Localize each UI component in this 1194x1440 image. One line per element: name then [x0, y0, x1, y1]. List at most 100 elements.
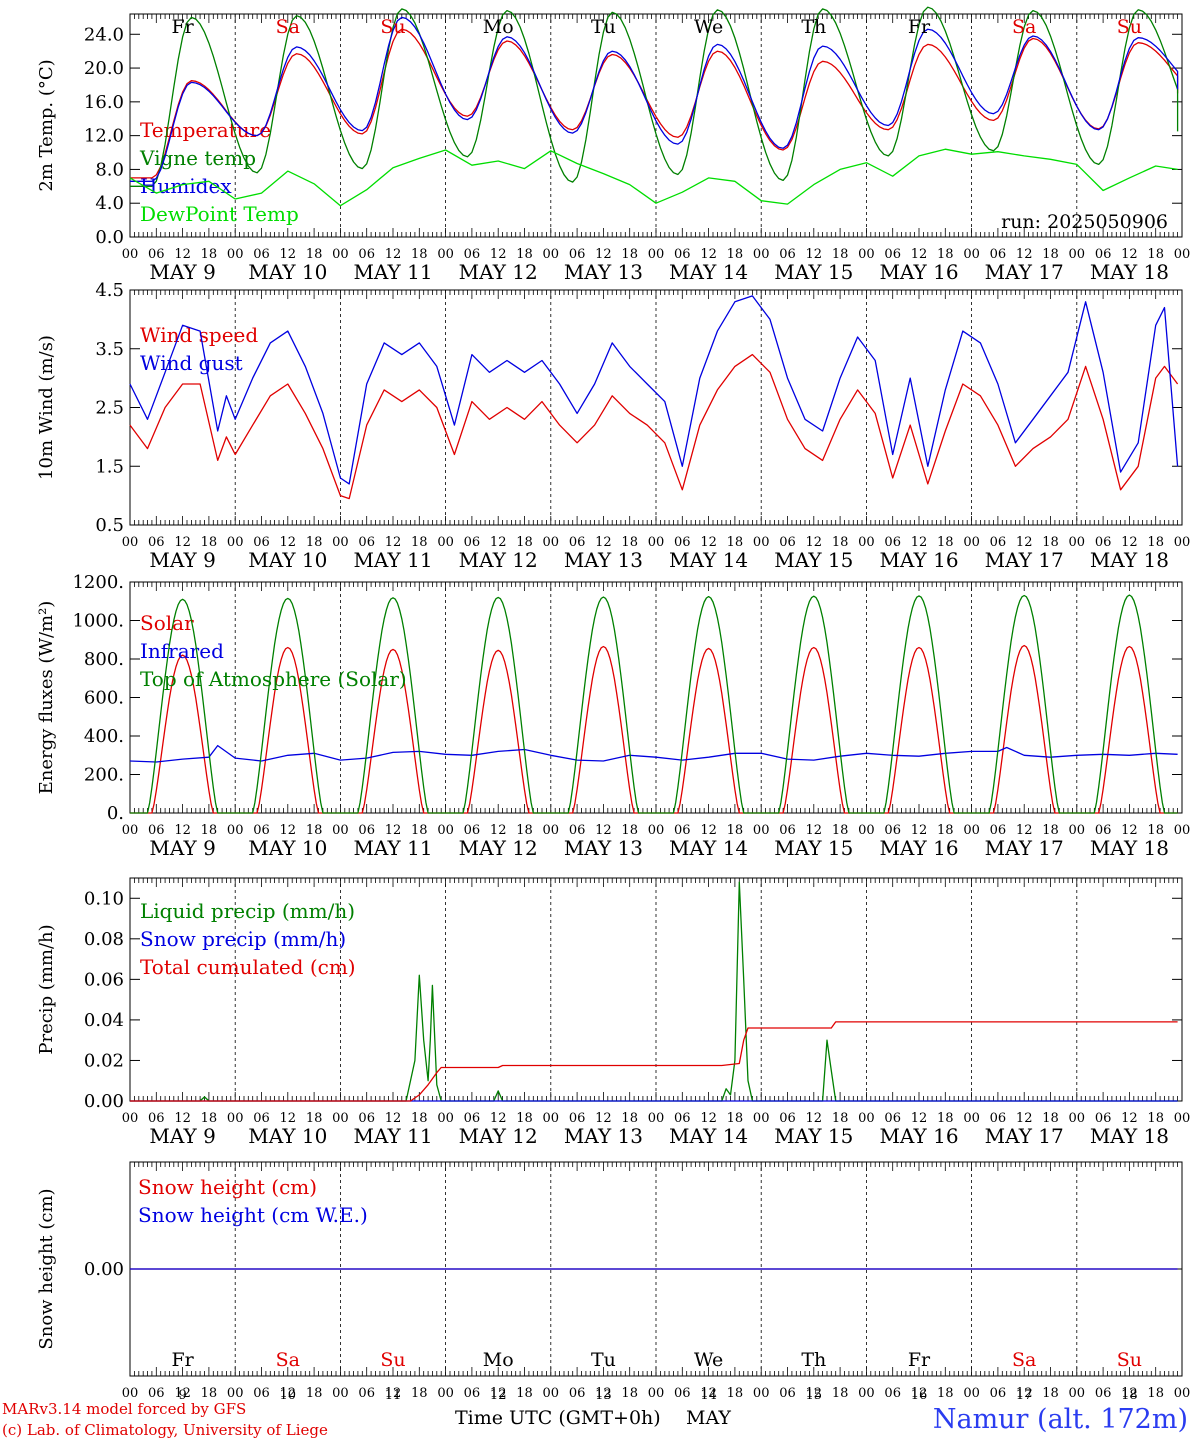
legend-entry: Wind gust — [140, 351, 243, 375]
y-tick-label: 400. — [84, 726, 124, 747]
hour-tick-label: 12 — [911, 1111, 928, 1126]
hour-tick-label: 06 — [1095, 535, 1112, 550]
hour-tick-label: 06 — [884, 247, 901, 262]
legend-entry: Solar — [140, 611, 194, 635]
hour-tick-label: 00 — [753, 823, 770, 838]
day-number-label: 13 — [595, 1388, 612, 1403]
date-label: MAY 9 — [149, 260, 215, 284]
y-tick-label: 0.08 — [84, 929, 124, 950]
hour-tick-label: 18 — [306, 1386, 323, 1401]
hour-tick-label: 00 — [1174, 247, 1191, 262]
hour-tick-label: 12 — [911, 535, 928, 550]
legend-entry: Top of Atmosphere (Solar) — [140, 667, 407, 691]
date-label: MAY 12 — [459, 260, 538, 284]
y-tick-label: 2.5 — [95, 398, 124, 419]
hour-tick-label: 06 — [1095, 247, 1112, 262]
y-tick-label: 1.5 — [95, 456, 124, 477]
hour-tick-label: 00 — [648, 1111, 665, 1126]
hour-tick-label: 06 — [148, 1111, 165, 1126]
hour-tick-label: 00 — [858, 1386, 875, 1401]
weekday-label: Th — [801, 1349, 826, 1371]
y-axis-label: Snow height (cm) — [36, 1188, 57, 1349]
time-ticks — [129, 1162, 1183, 1376]
hour-tick-label: 00 — [858, 535, 875, 550]
hour-tick-label: 18 — [201, 247, 218, 262]
date-label: MAY 14 — [669, 260, 748, 284]
x-axis-title: Time UTC (GMT+0h) — [455, 1407, 661, 1429]
series-line — [130, 594, 1178, 814]
hour-tick-label: 12 — [1121, 1111, 1138, 1126]
hour-tick-label: 00 — [753, 247, 770, 262]
date-label: MAY 17 — [985, 836, 1064, 860]
hour-tick-label: 18 — [306, 535, 323, 550]
hour-tick-label: 18 — [411, 1386, 428, 1401]
hour-tick-label: 00 — [1174, 1111, 1191, 1126]
date-label: MAY 13 — [564, 836, 643, 860]
day-number-label: 9 — [178, 1388, 186, 1403]
hour-tick-label: 18 — [516, 1111, 533, 1126]
hour-tick-label: 18 — [937, 247, 954, 262]
hour-tick-label: 00 — [858, 1111, 875, 1126]
hour-tick-label: 18 — [516, 535, 533, 550]
y-tick-label: 1200. — [72, 572, 124, 593]
series-line — [130, 16, 1179, 182]
legend-entry: Wind speed — [140, 323, 258, 347]
weekday-label: Su — [380, 1349, 405, 1371]
hour-tick-label: 06 — [884, 823, 901, 838]
hour-tick-label: 06 — [674, 823, 691, 838]
hour-tick-label: 12 — [700, 535, 717, 550]
y-tick-label: 8.0 — [95, 159, 124, 180]
y-axis-label: Energy fluxes (W/m²) — [36, 601, 57, 795]
date-label: MAY 10 — [248, 836, 327, 860]
hour-tick-label: 18 — [727, 247, 744, 262]
hour-tick-label: 06 — [464, 1386, 481, 1401]
hour-tick-label: 00 — [437, 1386, 454, 1401]
hour-tick-label: 12 — [1121, 823, 1138, 838]
hour-tick-label: 00 — [332, 1111, 349, 1126]
hour-tick-label: 18 — [1147, 823, 1164, 838]
hour-tick-label: 18 — [1042, 247, 1059, 262]
wind-panel: 0.5 1.5 2.5 3.5 4.5 10m Wind (m/s) Wind speed W… — [36, 280, 1190, 572]
date-label: MAY 16 — [879, 548, 958, 572]
hour-tick-label: 00 — [437, 535, 454, 550]
hour-tick-label: 06 — [464, 823, 481, 838]
date-label: MAY 10 — [248, 260, 327, 284]
date-label: MAY 16 — [879, 836, 958, 860]
hour-tick-label: 12 — [1016, 1111, 1033, 1126]
hour-tick-label: 18 — [306, 247, 323, 262]
hour-tick-label: 00 — [1069, 1111, 1086, 1126]
y-tick-label: 4.0 — [95, 193, 124, 214]
hour-tick-label: 00 — [122, 1111, 139, 1126]
date-label: MAY 12 — [459, 836, 538, 860]
weekday-label: Fr — [171, 1349, 194, 1371]
hour-tick-label: 06 — [358, 1386, 375, 1401]
hour-tick-label: 06 — [464, 1111, 481, 1126]
hour-tick-label: 06 — [464, 535, 481, 550]
date-label: MAY 13 — [564, 1124, 643, 1148]
hour-tick-label: 18 — [832, 1386, 849, 1401]
date-label: MAY 16 — [879, 1124, 958, 1148]
hour-tick-label: 06 — [884, 1386, 901, 1401]
hour-tick-label: 18 — [832, 247, 849, 262]
legend-entry: Temperature — [140, 118, 271, 142]
hour-tick-label: 06 — [990, 1386, 1007, 1401]
date-label: MAY 16 — [879, 260, 958, 284]
hour-tick-label: 00 — [1069, 1386, 1086, 1401]
hour-tick-label: 12 — [1121, 1386, 1138, 1401]
y-tick-label: 12.0 — [84, 126, 124, 147]
series-line — [129, 353, 1179, 500]
y-tick-label: 24.0 — [84, 24, 124, 45]
hour-tick-label: 18 — [1042, 1111, 1059, 1126]
hour-tick-label: 06 — [674, 1111, 691, 1126]
time-ticks — [129, 290, 1183, 525]
legend-entry: Humidex — [140, 174, 232, 198]
date-label: MAY 9 — [149, 836, 215, 860]
hour-tick-label: 00 — [227, 1386, 244, 1401]
date-label: MAY 10 — [248, 1124, 327, 1148]
lab-credit: (c) Lab. of Climatology, University of L… — [2, 1421, 328, 1439]
weekday-label: Tu — [591, 1349, 616, 1371]
hour-tick-label: 06 — [990, 535, 1007, 550]
weekday-label: Sa — [276, 1349, 300, 1371]
series-line — [130, 28, 1179, 179]
hour-tick-label: 18 — [411, 535, 428, 550]
